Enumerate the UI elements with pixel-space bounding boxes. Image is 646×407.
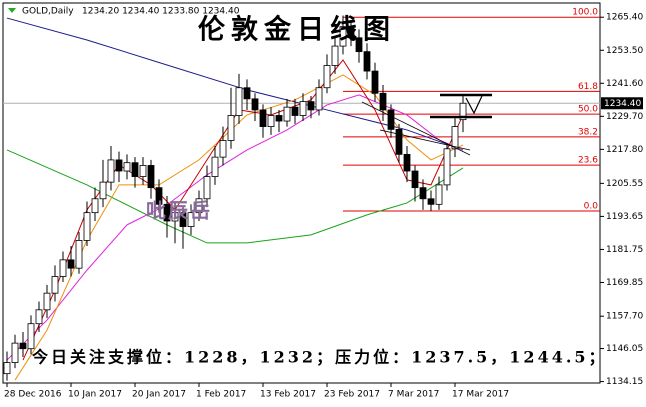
candle-body — [155, 187, 163, 205]
note: 今日关注支撑位：1228，1232；压力位：1237.5，1244.5； — [31, 348, 608, 367]
candle-body — [123, 162, 131, 172]
y-tick-label: 1265.40 — [606, 13, 643, 23]
candle-body — [443, 148, 451, 186]
y-tick-label: 1229.70 — [606, 112, 643, 122]
symbol-icon — [8, 8, 16, 13]
candle-body — [203, 176, 211, 200]
candle-body — [387, 109, 395, 130]
candle-body — [411, 170, 419, 189]
candle-body — [99, 181, 107, 200]
candle-body — [331, 45, 339, 66]
x-tick-label: 13 Feb 2017 — [260, 390, 316, 400]
trend-line — [379, 129, 471, 151]
moving-average — [6, 94, 464, 361]
candle-body — [227, 115, 235, 141]
candle-body — [395, 128, 403, 155]
fib-label: 100.0 — [572, 8, 598, 18]
candle-body — [315, 87, 323, 111]
candle-body — [163, 203, 171, 222]
x-tick-label: 20 Jan 2017 — [132, 390, 186, 400]
x-tick-label: 28 Dec 2016 — [4, 390, 62, 400]
candle-body — [91, 198, 99, 214]
x-tick-label: 1 Feb 2017 — [196, 390, 246, 400]
y-tick-label: 1181.75 — [606, 245, 643, 255]
candle-body — [147, 165, 155, 189]
candle-body — [19, 342, 27, 350]
candle-body — [275, 115, 283, 122]
fib-label: 0.0 — [584, 201, 599, 211]
y-tick-label: 1146.05 — [606, 344, 643, 354]
candle-body — [43, 292, 51, 311]
x-tick-label: 7 Mar 2017 — [388, 390, 439, 400]
candle-body — [339, 26, 347, 47]
candle-body — [107, 159, 115, 183]
candle-body — [219, 140, 227, 158]
fib-label: 23.6 — [578, 156, 598, 166]
candle-body — [131, 162, 139, 177]
fib-label: 38.2 — [578, 127, 598, 137]
x-tick-label: 10 Jan 2017 — [68, 390, 122, 400]
candle-body — [187, 212, 195, 227]
candle-body — [427, 198, 435, 205]
fib-label: 61.8 — [578, 82, 598, 92]
candle-body — [307, 101, 315, 111]
candle-body — [195, 198, 203, 214]
candle-body — [379, 92, 387, 111]
candle-body — [59, 259, 67, 277]
x-tick-label: 23 Feb 2017 — [324, 390, 380, 400]
candle-body — [251, 98, 259, 111]
candle-body — [51, 276, 59, 294]
candle-body — [27, 323, 35, 350]
candle-body — [115, 159, 123, 172]
candle-body — [171, 212, 179, 222]
candle-body — [83, 212, 91, 241]
candle-body — [291, 106, 299, 116]
watermark: 吡辰岳 — [146, 199, 212, 223]
arrow — [465, 95, 483, 115]
quote: 1234.20 1234.40 1233.80 1234.40 — [82, 7, 240, 17]
y-tick-label: 1134.15 — [606, 377, 643, 387]
candle-body — [371, 70, 379, 94]
candle-body — [243, 87, 251, 100]
candle-body — [323, 65, 331, 89]
candle-body — [363, 51, 371, 72]
candle-body — [403, 153, 411, 172]
y-tick-label: 1193.65 — [606, 212, 643, 222]
y-tick-label: 1157.70 — [606, 312, 643, 322]
candle-body — [355, 37, 363, 53]
candle-body — [3, 362, 11, 375]
price-tag: 1234.40 — [604, 99, 641, 109]
plot-frame — [2, 2, 601, 384]
candle-body — [211, 156, 219, 177]
y-tick-label: 1169.85 — [606, 278, 643, 288]
candle-body — [75, 240, 83, 269]
candle-body — [179, 212, 187, 227]
candle-body — [299, 101, 307, 116]
candle-body — [235, 87, 243, 116]
y-tick-label: 1253.50 — [606, 46, 643, 56]
symbol: GOLD,Daily — [22, 7, 74, 17]
candle-body — [419, 187, 427, 200]
candle-body — [459, 102, 467, 121]
candle-body — [11, 342, 19, 363]
y-tick-label: 1241.60 — [606, 79, 643, 89]
candle-body — [451, 126, 459, 150]
candle-body — [67, 259, 75, 269]
candle-body — [347, 26, 355, 39]
candle-body — [35, 309, 43, 325]
candle-body — [259, 109, 267, 127]
x-tick-label: 17 Mar 2017 — [452, 390, 509, 400]
price-tag-box — [601, 97, 643, 110]
chart-title: 伦敦金日线图 — [198, 14, 396, 46]
candle-body — [435, 184, 443, 205]
candle-body — [139, 165, 147, 177]
moving-average — [6, 149, 464, 244]
fib-label: 50.0 — [578, 105, 598, 115]
candle-body — [283, 106, 291, 122]
y-tick-label: 1205.55 — [606, 179, 643, 189]
y-tick-label: 1217.80 — [606, 145, 643, 155]
candle-body — [267, 115, 275, 127]
